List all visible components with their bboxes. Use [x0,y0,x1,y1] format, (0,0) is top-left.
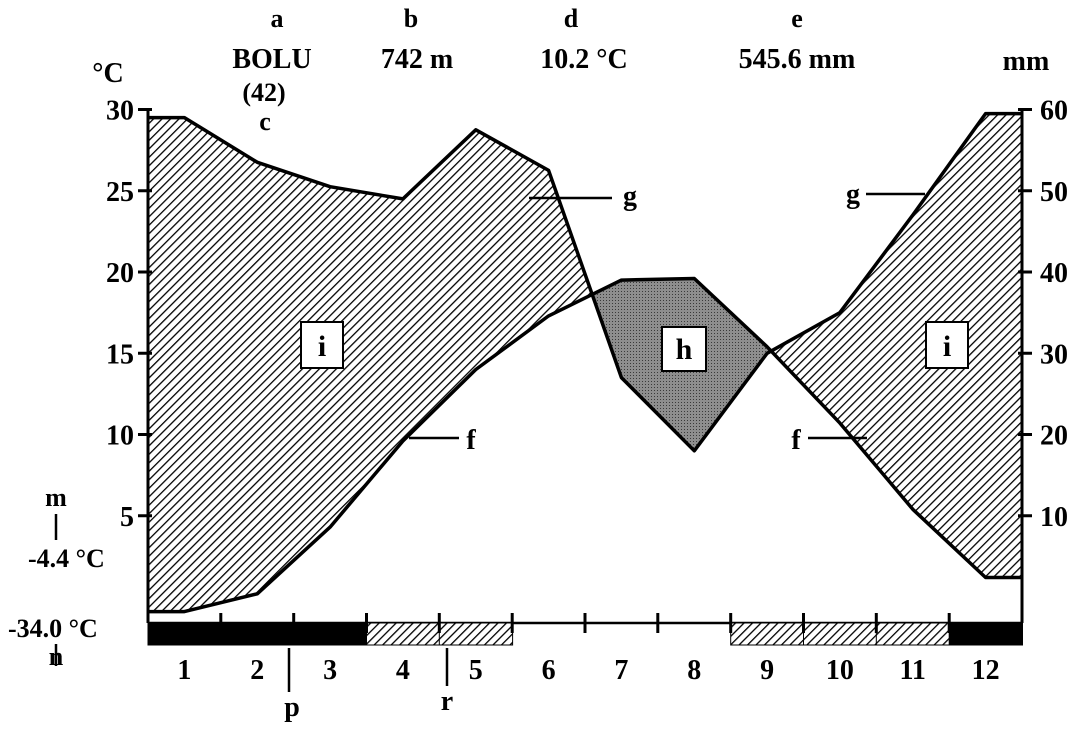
left-tick-label-10: 10 [106,421,134,452]
left-tick-label-20: 20 [106,258,134,289]
header-key-e: e [791,4,803,33]
right-tick-label-30: 30 [1040,339,1068,370]
header-key-d: d [564,4,579,33]
svg-text:h: h [676,333,693,366]
month-label-2: 2 [250,655,264,686]
extreme-abs-min: -34.0 °C [8,614,98,643]
month-label-6: 6 [542,655,556,686]
frost-bar-month-4 [366,622,441,646]
month-label-7: 7 [614,655,628,686]
frost-bar-month-9 [730,622,805,646]
left-tick-label-5: 5 [120,502,134,533]
precipitation-line-g [148,111,1022,453]
frost-bar-month-3 [293,622,368,646]
header-key-a: a [271,4,284,33]
month-label-10: 10 [826,655,854,686]
month-label-9: 9 [760,655,774,686]
area-label-i-left: i [300,321,344,369]
right-tick-label-50: 50 [1040,177,1068,208]
area-layer [148,111,1022,614]
svg-text:i: i [318,330,326,363]
right-tick-label-60: 60 [1040,96,1068,127]
left-tick-label-25: 25 [106,177,134,208]
frost-bar-month-10 [803,622,878,646]
area-label-i-right: i [925,321,969,369]
frost-bar-month-12 [948,622,1024,646]
month-label-3: 3 [323,655,337,686]
temperature-line-f [148,276,1022,614]
marker-r: r [441,686,453,717]
area-label-h: h [661,326,707,372]
frost-bar-month-11 [875,622,951,646]
frost-bar [147,613,1024,646]
frost-bar-month-2 [220,622,295,646]
left-axis-unit: °C [92,58,123,89]
month-label-5: 5 [469,655,483,686]
series-label-f-left: f [466,425,476,456]
series-label-f-right: f [791,425,801,456]
frost-bar-month-1 [147,622,222,646]
series-label-g-left: g [623,181,637,212]
left-tick-label-15: 15 [106,339,134,370]
station-number: (42) [242,78,285,107]
extreme-abs-min-mean: -4.4 °C [28,544,105,573]
series-label-g-right: g [846,179,860,210]
station-altitude: 742 m [381,44,453,75]
month-label-12: 12 [972,655,1000,686]
right-tick-label-40: 40 [1040,258,1068,289]
mean-temperature: 10.2 °C [540,44,627,75]
month-label-11: 11 [899,655,925,686]
annual-precipitation: 545.6 mm [739,44,856,75]
humid-area-2 [771,113,1022,578]
month-label-4: 4 [396,655,410,686]
month-label-1: 1 [177,655,191,686]
extreme-m: m [45,483,67,512]
right-axis-unit: mm [1003,46,1050,77]
header-key-c: c [259,107,271,136]
left-tick-label-30: 30 [106,96,134,127]
station-name: BOLU [232,44,311,75]
right-tick-label-10: 10 [1040,502,1068,533]
month-label-8: 8 [687,655,701,686]
marker-p: p [284,692,300,723]
svg-text:i: i [943,330,951,363]
header-key-b: b [404,4,418,33]
extreme-n: n [49,642,64,671]
right-tick-label-20: 20 [1040,421,1068,452]
frost-bar-month-5 [438,622,514,646]
humid-area-0 [148,117,593,612]
